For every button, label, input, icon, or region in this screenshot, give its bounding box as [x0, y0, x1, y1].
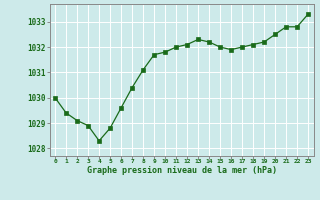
X-axis label: Graphe pression niveau de la mer (hPa): Graphe pression niveau de la mer (hPa) [87, 166, 276, 175]
